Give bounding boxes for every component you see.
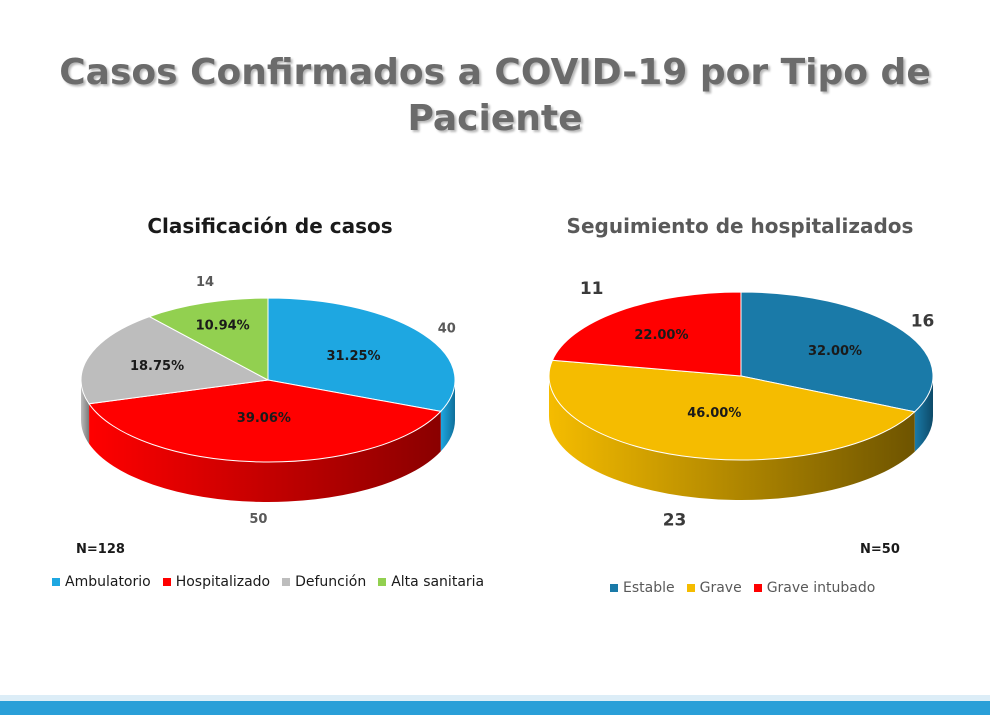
pie-slice-ambulatorio bbox=[267, 297, 456, 412]
legend-swatch bbox=[52, 578, 60, 586]
legend-swatch bbox=[686, 584, 695, 592]
pie-chart-seguimiento: 32.00% 46.00% 22.00% 16 23 11 bbox=[548, 279, 935, 530]
legend-clasificacion: Ambulatorio Hospitalizado Defunción Alta… bbox=[52, 574, 484, 590]
chart-title-seguimiento: Seguimiento de hospitalizados bbox=[566, 214, 914, 238]
pie-slice-alta-sanitaria bbox=[148, 297, 269, 381]
value-label: 23 bbox=[663, 510, 687, 530]
pie-slice-side-grave bbox=[549, 376, 915, 500]
legend-seguimiento: Estable Grave Grave intubado bbox=[610, 580, 875, 596]
legend-label: Grave bbox=[699, 580, 742, 596]
percent-label: 10.94% bbox=[196, 318, 250, 333]
percent-label: 46.00% bbox=[687, 406, 741, 421]
percent-label: 18.75% bbox=[130, 359, 184, 374]
pie-slice-grave-intubado bbox=[551, 291, 742, 377]
legend-swatch bbox=[753, 584, 762, 592]
legend-item: Hospitalizado bbox=[162, 574, 271, 590]
legend-label: Alta sanitaria bbox=[391, 574, 485, 590]
pie-slice-side-defunción bbox=[81, 380, 90, 444]
legend-item: Alta sanitaria bbox=[378, 574, 484, 590]
pie-slice-grave bbox=[548, 359, 916, 461]
legend-item: Defunción bbox=[282, 574, 366, 590]
sample-size-label: N=128 bbox=[76, 542, 125, 557]
legend-label: Defunción bbox=[295, 574, 367, 590]
legend-label: Ambulatorio bbox=[65, 574, 151, 590]
footer-bar bbox=[0, 701, 990, 715]
pie-chart-clasificacion: 31.25%39.06%18.75%10.94%40502414 bbox=[80, 275, 456, 527]
pie-slice-hospitalizado bbox=[88, 379, 442, 463]
page-title: Casos Confirmados a COVID-19 por Tipo de… bbox=[59, 52, 931, 139]
footer-stripe bbox=[0, 695, 990, 701]
legend-item: Grave intubado bbox=[753, 580, 876, 596]
legend-swatch bbox=[378, 578, 387, 586]
legend-item: Grave bbox=[686, 580, 742, 596]
pie-slice-estable bbox=[740, 291, 934, 413]
sample-size-label: N=50 bbox=[860, 542, 900, 557]
pie-slice-defunción bbox=[80, 316, 270, 405]
legend-item: Ambulatorio bbox=[52, 574, 151, 590]
legend-swatch bbox=[282, 578, 291, 586]
value-label: 11 bbox=[580, 279, 604, 299]
value-label: 14 bbox=[196, 275, 214, 290]
value-label: 40 bbox=[438, 322, 456, 337]
legend-swatch bbox=[162, 578, 171, 586]
percent-label: 22.00% bbox=[634, 328, 688, 343]
percent-label: 32.00% bbox=[808, 344, 862, 359]
legend-item: Estable bbox=[610, 580, 675, 596]
value-label: 16 bbox=[911, 312, 935, 332]
chart-title-clasificacion: Clasificación de casos bbox=[147, 214, 393, 238]
legend-label: Hospitalizado bbox=[175, 574, 271, 590]
percent-label: 31.25% bbox=[326, 349, 380, 364]
pie-slice-side-ambulatorio bbox=[440, 380, 455, 452]
legend-swatch bbox=[610, 584, 618, 592]
legend-label: Estable bbox=[623, 580, 675, 596]
value-label: 50 bbox=[249, 512, 267, 527]
legend-label: Grave intubado bbox=[766, 580, 876, 596]
percent-label: 39.06% bbox=[237, 411, 291, 426]
pie-slice-side-hospitalizado bbox=[89, 403, 441, 502]
